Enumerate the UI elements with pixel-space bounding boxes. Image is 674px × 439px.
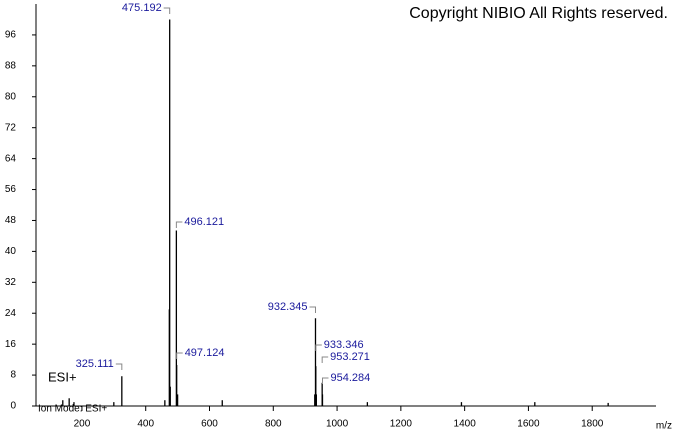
y-tick-label: 16 [5,339,17,350]
x-tick-label: 1400 [454,419,477,430]
x-tick-label: 1200 [390,419,413,430]
y-tick-label: 0 [10,401,16,412]
y-tick-label: 48 [5,215,17,226]
peak-label: 325.111 [76,358,114,370]
y-tick-label: 72 [5,122,17,133]
label-leader [321,356,329,363]
y-tick-label: 96 [5,30,17,41]
peak-label: 475.192 [122,2,162,14]
x-tick-label: 800 [265,419,282,430]
x-tick-label: 1800 [581,419,604,430]
y-tick-label: 88 [5,60,17,71]
x-tick-label: 1000 [326,419,349,430]
label-leader [176,352,183,359]
x-tick-label: 200 [74,419,91,430]
y-tick-label: 24 [5,308,17,319]
y-tick-label: 40 [5,246,17,257]
y-tick-label: 64 [5,153,17,164]
peak-label: 496.121 [184,216,224,228]
label-leader [309,306,316,313]
label-leader [163,7,171,14]
peak-label: 954.284 [330,372,370,384]
x-axis-label: m/z [656,421,672,432]
y-tick-label: 32 [5,277,17,288]
y-tick-label: 56 [5,184,17,195]
peak-label: 497.124 [185,347,225,359]
x-tick-label: 600 [201,419,218,430]
peak-label: 933.346 [324,339,364,351]
footer: Ion Mode: ESI+ [38,404,107,415]
label-leader [321,377,329,384]
peak-label: 932.345 [268,301,308,313]
y-tick-label: 8 [10,370,16,381]
label-leader [115,363,123,370]
x-tick-label: 1600 [517,419,540,430]
annotation: ESI+ [48,369,77,384]
peak-label: 953.271 [330,351,370,363]
label-leader [315,344,322,351]
x-tick-label: 400 [137,419,154,430]
chart-title: Copyright NIBIO All Rights reserved. [409,5,668,22]
y-tick-label: 80 [5,91,17,102]
label-leader [175,221,183,228]
